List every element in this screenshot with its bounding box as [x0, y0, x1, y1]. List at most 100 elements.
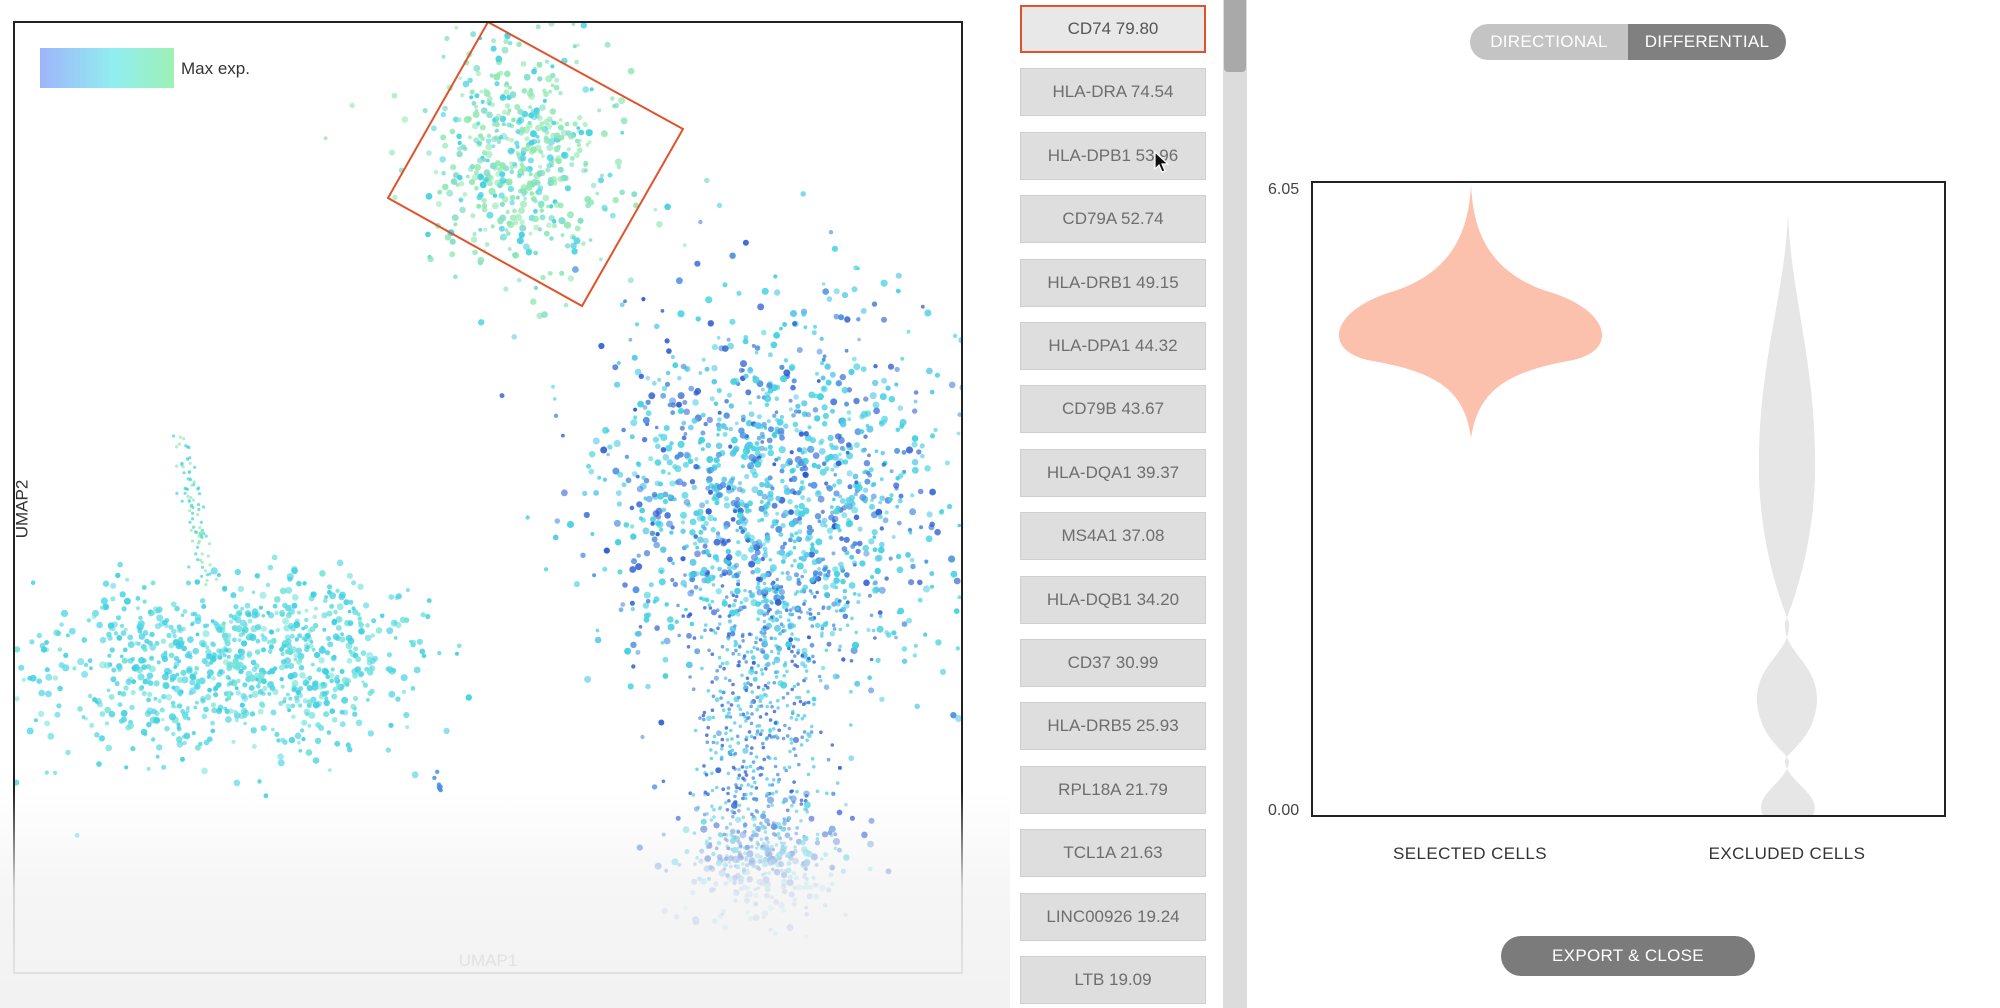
umap-point [796, 447, 803, 453]
umap-point [704, 499, 710, 505]
umap-point [778, 446, 786, 454]
umap-point [786, 879, 794, 887]
umap-scatter[interactable] [15, 23, 961, 972]
mode-differential-button[interactable]: DIFFERENTIAL [1628, 24, 1786, 60]
umap-point [680, 556, 686, 562]
umap-point [761, 493, 768, 500]
umap-point [849, 446, 854, 451]
gene-item[interactable]: CD37 30.99 [1020, 639, 1206, 687]
umap-point [684, 849, 690, 855]
umap-point [411, 771, 419, 779]
umap-point [169, 673, 177, 681]
umap-point [792, 747, 796, 751]
umap-point [729, 728, 733, 733]
umap-point [713, 538, 721, 546]
umap-point [739, 831, 747, 839]
umap-point [622, 582, 628, 588]
umap-point [161, 656, 168, 663]
gene-list-scrollbar[interactable] [1223, 0, 1247, 1008]
umap-point [742, 747, 749, 754]
umap-point [800, 839, 806, 846]
umap-point [755, 732, 759, 736]
umap-point [353, 646, 358, 652]
umap-point [853, 363, 861, 371]
umap-point [725, 808, 730, 812]
umap-point [105, 721, 109, 726]
mode-directional-button[interactable]: DIRECTIONAL [1470, 24, 1628, 60]
umap-point [888, 395, 896, 403]
gene-item[interactable]: HLA-DQA1 39.37 [1020, 448, 1206, 497]
gene-item[interactable]: HLA-DPB1 53.96 [1020, 131, 1206, 180]
gene-item[interactable]: HLA-DRA 74.54 [1020, 68, 1206, 117]
umap-point [785, 808, 790, 813]
umap-point [785, 575, 793, 582]
umap-point [92, 697, 98, 703]
gene-item[interactable]: TCL1A 21.63 [1020, 829, 1206, 878]
umap-point [300, 728, 305, 733]
gene-item[interactable]: CD79A 52.74 [1020, 195, 1206, 244]
umap-point [660, 447, 667, 453]
umap-point [731, 765, 736, 770]
umap-point [803, 801, 811, 809]
umap-point [746, 850, 754, 858]
umap-point [665, 370, 671, 376]
umap-point [505, 178, 513, 186]
umap-point [326, 584, 333, 590]
gene-item[interactable]: LINC00926 19.24 [1020, 892, 1206, 941]
umap-point [453, 274, 458, 279]
umap-point [723, 502, 731, 509]
umap-point [600, 173, 604, 178]
gene-item[interactable]: RPL18A 21.79 [1020, 765, 1206, 814]
umap-point [291, 679, 299, 687]
umap-point [825, 572, 831, 578]
umap-point [747, 632, 752, 636]
mode-toggle[interactable]: DIRECTIONAL DIFFERENTIAL [1470, 24, 1786, 60]
umap-point [737, 767, 741, 772]
gene-item[interactable]: HLA-DRB1 49.15 [1020, 258, 1206, 307]
umap-point [114, 681, 120, 687]
umap-plot[interactable]: Max exp. UMAP1 UMAP2 [13, 21, 963, 974]
gene-item[interactable]: HLA-DQB1 34.20 [1020, 575, 1206, 624]
scrollbar-thumb[interactable] [1224, 0, 1246, 72]
umap-point [792, 701, 797, 706]
gene-item[interactable]: CD79B 43.67 [1020, 385, 1206, 434]
gene-item[interactable]: HLA-DPA1 44.32 [1020, 322, 1206, 370]
umap-point [745, 863, 750, 868]
export-close-button[interactable]: EXPORT & CLOSE [1501, 936, 1755, 976]
umap-point [499, 201, 505, 207]
umap-point [111, 667, 117, 673]
lasso-selection-box[interactable] [386, 23, 685, 308]
gene-item-selected[interactable]: CD74 79.80 [1020, 5, 1206, 53]
umap-point [176, 626, 184, 634]
umap-point [689, 529, 696, 536]
umap-point [121, 606, 127, 612]
umap-point [763, 641, 768, 646]
umap-point [699, 848, 705, 854]
umap-point [748, 401, 753, 405]
umap-point [228, 708, 234, 714]
umap-point [737, 652, 741, 657]
umap-point [829, 864, 836, 871]
umap-point [770, 582, 775, 586]
umap-point [848, 498, 855, 505]
umap-point [806, 611, 810, 615]
gene-item[interactable]: HLA-DRB5 25.93 [1020, 702, 1206, 751]
umap-point [627, 67, 635, 75]
umap-point [680, 528, 686, 534]
umap-point [732, 880, 737, 885]
umap-point [648, 392, 656, 400]
umap-point [638, 625, 643, 629]
gene-item[interactable]: MS4A1 37.08 [1020, 512, 1206, 561]
umap-point [641, 475, 646, 480]
umap-point [906, 329, 911, 334]
gene-item[interactable]: LTB 19.09 [1020, 956, 1206, 1004]
gene-list[interactable]: CD74 79.80 HLA-DRA 74.54 HLA-DPB1 53.96 CD7… [1018, 0, 1213, 1008]
umap-point [748, 411, 755, 418]
umap-point [200, 642, 206, 648]
umap-point [774, 644, 778, 648]
umap-point [335, 682, 341, 689]
umap-point [484, 242, 490, 247]
umap-point [462, 80, 470, 88]
umap-point [194, 683, 200, 690]
umap-point [306, 699, 313, 706]
